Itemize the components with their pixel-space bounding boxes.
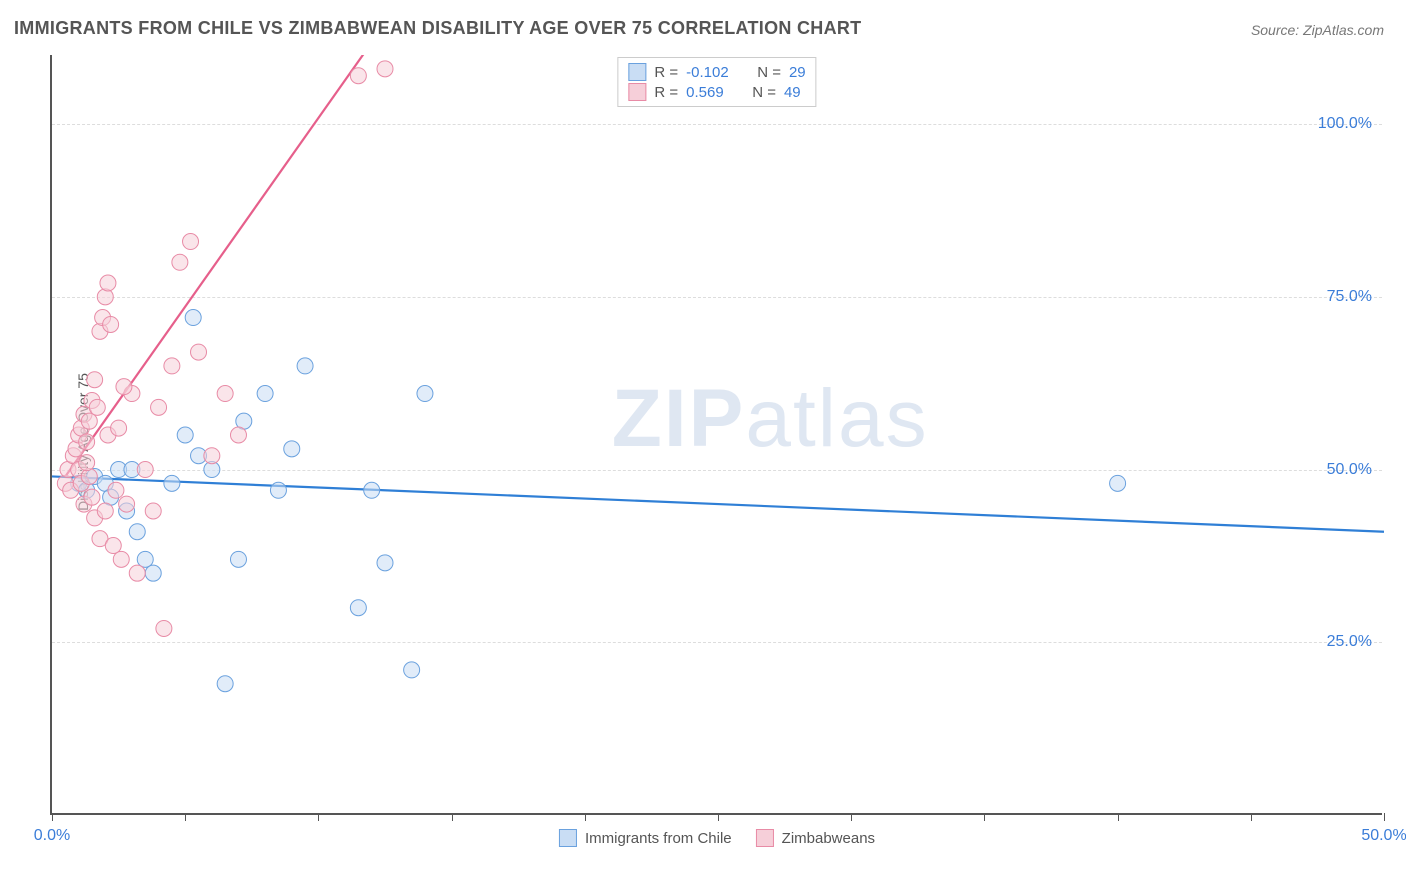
scatter-point (81, 468, 97, 484)
scatter-point (100, 275, 116, 291)
scatter-point (230, 427, 246, 443)
x-tick (185, 813, 186, 821)
legend-n-label: N = (757, 64, 781, 81)
scatter-point (113, 551, 129, 567)
legend-n-label: N = (752, 84, 776, 101)
x-tick (452, 813, 453, 821)
plot-area: ZIPatlas Disability Age Over 75 25.0%50.… (50, 55, 1382, 815)
scatter-point (87, 372, 103, 388)
legend-series: Immigrants from Chile Zimbabweans (559, 829, 875, 847)
legend-series-label: Immigrants from Chile (585, 830, 732, 847)
scatter-point (84, 489, 100, 505)
scatter-point (364, 482, 380, 498)
scatter-point (377, 555, 393, 571)
scatter-point (116, 379, 132, 395)
x-tick (851, 813, 852, 821)
scatter-point (350, 68, 366, 84)
legend-swatch (756, 829, 774, 847)
legend-series-label: Zimbabweans (782, 830, 875, 847)
scatter-point (79, 434, 95, 450)
x-tick (984, 813, 985, 821)
scatter-point (151, 399, 167, 415)
scatter-point (119, 496, 135, 512)
scatter-point (145, 503, 161, 519)
scatter-point (137, 551, 153, 567)
x-tick (318, 813, 319, 821)
scatter-point (97, 289, 113, 305)
legend-r-value: 0.569 (686, 84, 724, 101)
scatter-point (230, 551, 246, 567)
scatter-point (191, 344, 207, 360)
legend-r-label: R = (654, 64, 678, 81)
legend-stats-row: R = 0.569 N = 49 (628, 82, 805, 102)
scatter-point (108, 482, 124, 498)
scatter-point (164, 475, 180, 491)
scatter-point (270, 482, 286, 498)
scatter-point (1110, 475, 1126, 491)
legend-n-value: 29 (789, 64, 806, 81)
scatter-point (297, 358, 313, 374)
scatter-point (217, 386, 233, 402)
scatter-point (257, 386, 273, 402)
x-tick (1251, 813, 1252, 821)
scatter-point (350, 600, 366, 616)
scatter-point (172, 254, 188, 270)
scatter-point (177, 427, 193, 443)
x-tick (1118, 813, 1119, 821)
scatter-point (81, 413, 97, 429)
legend-stats: R = -0.102 N = 29 R = 0.569 N = 49 (617, 57, 816, 107)
scatter-point (164, 358, 180, 374)
x-tick-label: 50.0% (1361, 827, 1406, 845)
scatter-point (404, 662, 420, 678)
chart-container: IMMIGRANTS FROM CHILE VS ZIMBABWEAN DISA… (0, 0, 1406, 892)
scatter-point (129, 565, 145, 581)
legend-swatch (628, 63, 646, 81)
x-tick-label: 0.0% (34, 827, 70, 845)
scatter-point (105, 538, 121, 554)
legend-r-value: -0.102 (686, 64, 729, 81)
scatter-point (97, 503, 113, 519)
scatter-point (185, 310, 201, 326)
legend-series-item: Zimbabweans (756, 829, 875, 847)
scatter-point (137, 462, 153, 478)
legend-swatch (559, 829, 577, 847)
scatter-point (377, 61, 393, 77)
scatter-point (284, 441, 300, 457)
legend-series-item: Immigrants from Chile (559, 829, 732, 847)
legend-r-label: R = (654, 84, 678, 101)
chart-title: IMMIGRANTS FROM CHILE VS ZIMBABWEAN DISA… (14, 18, 861, 39)
scatter-point (204, 448, 220, 464)
scatter-svg (52, 55, 1382, 813)
x-tick (585, 813, 586, 821)
x-tick (718, 813, 719, 821)
legend-swatch (628, 83, 646, 101)
scatter-point (129, 524, 145, 540)
x-tick (52, 813, 53, 821)
scatter-point (183, 234, 199, 250)
scatter-point (79, 455, 95, 471)
source-label: Source: ZipAtlas.com (1251, 22, 1384, 38)
scatter-point (89, 399, 105, 415)
legend-stats-row: R = -0.102 N = 29 (628, 62, 805, 82)
legend-n-value: 49 (784, 84, 801, 101)
scatter-point (103, 316, 119, 332)
x-tick (1384, 813, 1385, 821)
trend-line (52, 476, 1384, 531)
scatter-point (145, 565, 161, 581)
scatter-point (156, 620, 172, 636)
scatter-point (111, 420, 127, 436)
scatter-point (417, 386, 433, 402)
scatter-point (217, 676, 233, 692)
